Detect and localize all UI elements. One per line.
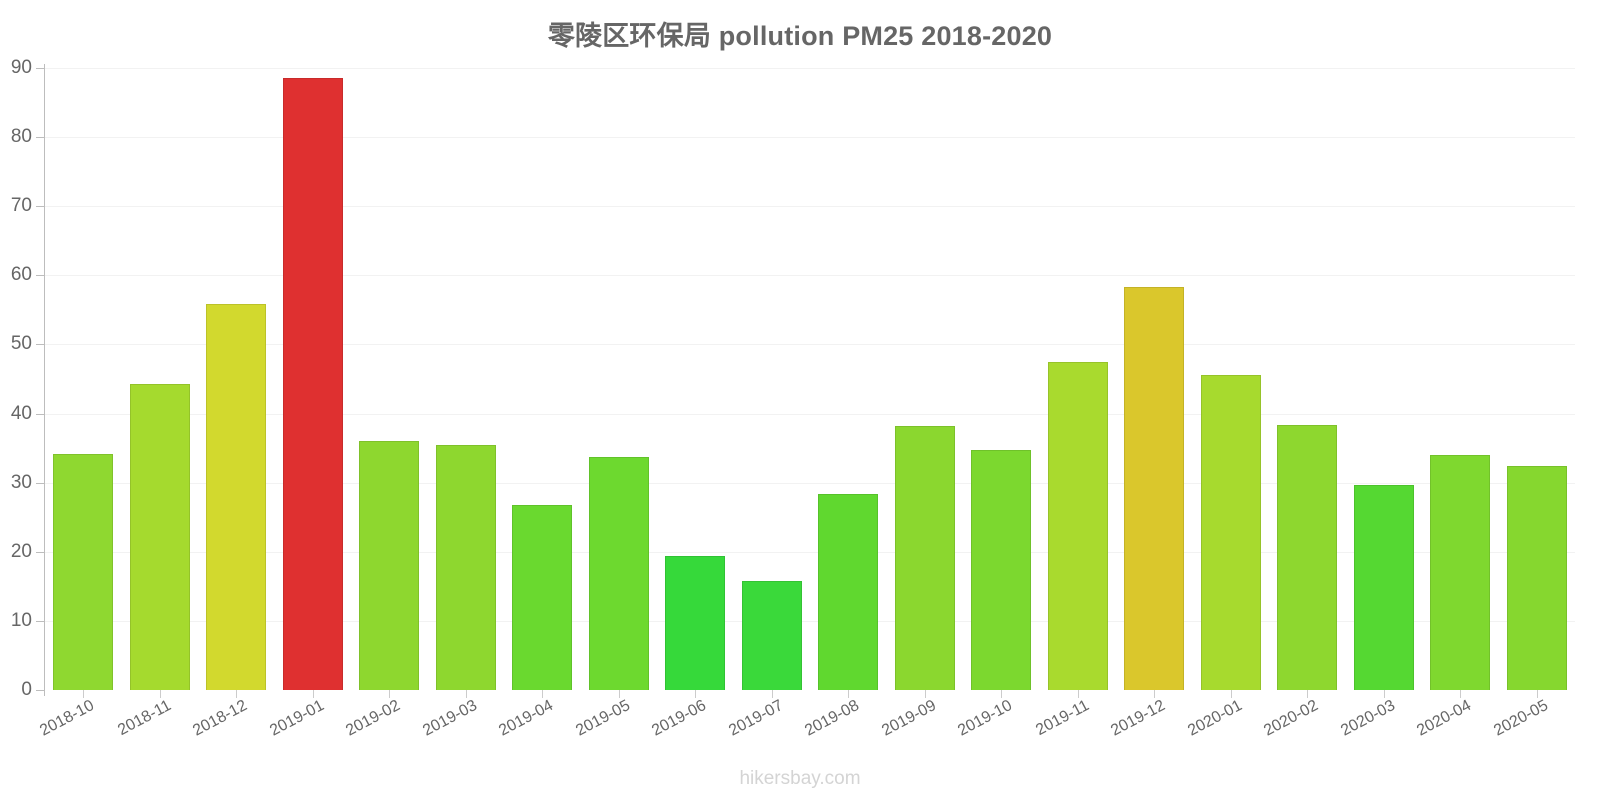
gridline — [45, 137, 1575, 139]
x-axis-tick-mark — [236, 690, 238, 698]
x-axis-tick-mark — [1001, 690, 1003, 698]
x-axis-tick-mark — [1383, 690, 1385, 698]
y-axis-tick-mark — [36, 690, 44, 691]
gridline — [45, 551, 1575, 553]
x-axis-tick-mark — [312, 690, 314, 698]
bar[interactable] — [665, 555, 726, 690]
bar[interactable] — [1506, 466, 1567, 690]
y-axis-tick-mark — [36, 137, 44, 139]
footer-credit: hikersbay.com — [739, 768, 861, 789]
x-axis-tick-mark — [83, 690, 85, 698]
x-axis-tick-mark — [924, 690, 926, 698]
y-axis-tick-label: 0 — [21, 679, 32, 700]
bar[interactable] — [1353, 485, 1414, 690]
x-axis-tick-mark — [771, 690, 773, 698]
y-axis-tick-mark — [36, 68, 44, 69]
y-axis-tick-label: 30 — [10, 471, 32, 493]
bar[interactable] — [53, 453, 114, 690]
bar[interactable] — [1047, 361, 1108, 690]
y-axis-tick-label: 60 — [10, 264, 32, 286]
y-axis-tick-mark — [36, 206, 44, 208]
bar[interactable] — [1430, 455, 1491, 690]
gridline — [45, 344, 1575, 346]
x-axis-tick-mark — [1460, 690, 1462, 698]
x-axis-tick-mark — [542, 690, 544, 698]
y-axis-tick-label: 90 — [10, 57, 32, 78]
gridline — [45, 68, 1575, 69]
bar[interactable] — [282, 78, 343, 690]
y-axis-tick-label: 70 — [10, 195, 32, 217]
gridline — [45, 206, 1575, 208]
gridline — [45, 275, 1575, 277]
bar[interactable] — [512, 504, 573, 690]
x-axis-tick-mark — [618, 690, 620, 698]
bar[interactable] — [1200, 374, 1261, 690]
gridline — [45, 482, 1575, 484]
bar[interactable] — [359, 440, 420, 690]
y-axis-tick-mark — [36, 413, 44, 415]
bar[interactable] — [818, 494, 879, 690]
y-axis-tick-mark — [36, 620, 44, 622]
bar[interactable] — [894, 426, 955, 690]
x-axis-tick-mark — [159, 690, 161, 698]
plot-area — [45, 60, 1575, 698]
bar[interactable] — [435, 445, 496, 690]
x-axis-tick-mark — [1230, 690, 1232, 698]
bar[interactable] — [588, 457, 649, 690]
bar[interactable] — [1124, 287, 1185, 690]
x-axis-tick-mark — [389, 690, 391, 698]
chart-title: 零陵区环保局 pollution PM25 2018-2020 — [547, 21, 1053, 51]
y-axis-tick-mark — [36, 482, 44, 484]
x-axis-tick-mark — [1154, 690, 1156, 698]
y-axis-tick-label: 20 — [10, 540, 32, 562]
y-axis-tick-label: 80 — [10, 126, 32, 148]
y-axis-tick-label: 50 — [10, 333, 32, 355]
y-axis-tick-mark — [36, 551, 44, 553]
x-axis-tick-mark — [1307, 690, 1309, 698]
x-axis-tick-mark — [465, 690, 467, 698]
bar[interactable] — [971, 449, 1032, 690]
bars-layer — [45, 0, 1575, 800]
x-axis-tick-mark — [1536, 690, 1538, 698]
y-axis-tick-mark — [36, 344, 44, 346]
x-axis-tick-mark — [848, 690, 850, 698]
gridline — [45, 620, 1575, 622]
y-axis-tick-mark — [36, 275, 44, 277]
y-axis-tick-label: 10 — [10, 609, 32, 631]
gridline — [45, 413, 1575, 415]
bar[interactable] — [206, 304, 267, 690]
y-axis-tick-label: 40 — [10, 402, 32, 424]
y-axis-line — [44, 64, 45, 696]
x-axis-tick-mark — [695, 690, 697, 698]
bar[interactable] — [741, 580, 802, 690]
bar[interactable] — [1277, 424, 1338, 690]
x-axis-tick-mark — [1077, 690, 1079, 698]
bar[interactable] — [129, 383, 190, 690]
